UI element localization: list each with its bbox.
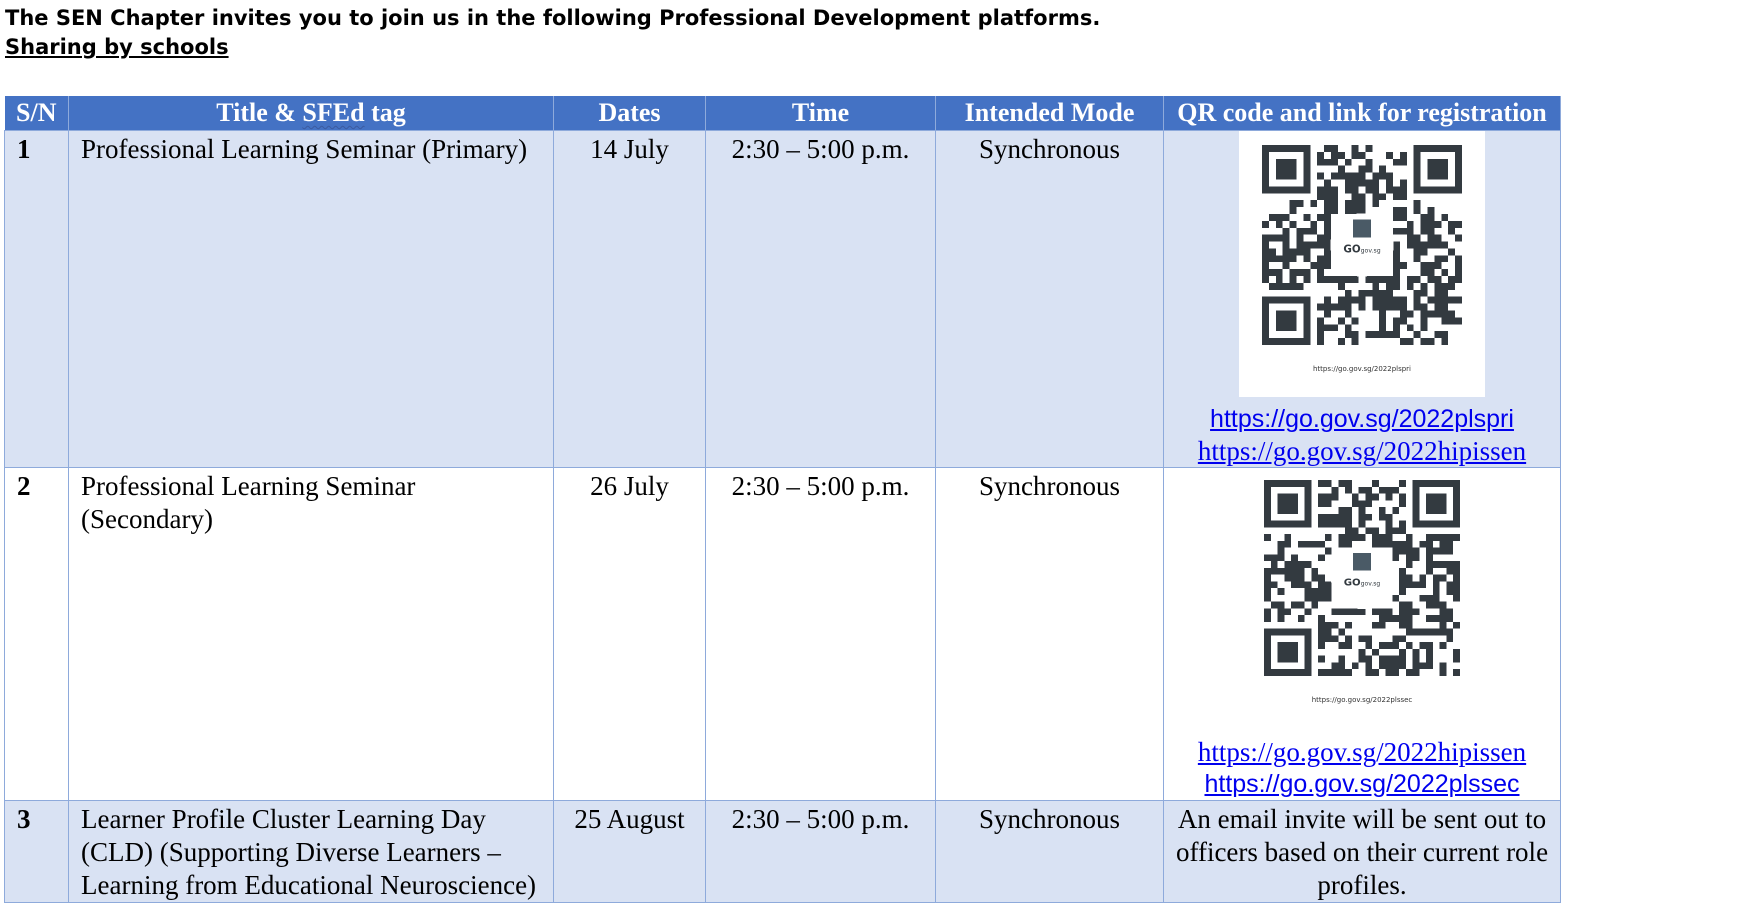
row-title: Professional Learning Seminar (Primary): [68, 130, 554, 468]
registration-links: https://go.gov.sg/2022plspri https://go.…: [1164, 403, 1560, 467]
qr-code-icon: GOgov.sg: [1262, 145, 1462, 345]
row-date: 14 July: [553, 130, 706, 468]
row-sn: 2: [4, 467, 69, 801]
header-dates: Dates: [553, 96, 706, 131]
registration-link[interactable]: https://go.gov.sg/2022hipissen: [1197, 436, 1527, 466]
row-date: 26 July: [553, 467, 706, 801]
header-mode: Intended Mode: [935, 96, 1164, 131]
qr-logo-brand: GOgov.sg: [1343, 244, 1380, 256]
row-sn: 1: [4, 130, 69, 468]
intro-heading: The SEN Chapter invites you to join us i…: [5, 6, 1101, 30]
header-time: Time: [705, 96, 936, 131]
row-title: Professional Learning Seminar (Secondary…: [68, 467, 554, 801]
header-sn: S/N: [4, 96, 69, 131]
header-title-prefix: Title &: [216, 98, 303, 127]
intro-block: The SEN Chapter invites you to join us i…: [5, 4, 1100, 62]
row-mode: Synchronous: [935, 130, 1164, 468]
header-title-tag: SFEd: [302, 98, 365, 127]
qr-code-icon: GOgov.sg: [1264, 480, 1460, 676]
row-time: 2:30 – 5:00 p.m.: [705, 800, 936, 903]
pd-table: S/N Title & SFEd tag Dates Time Intended…: [4, 96, 1561, 903]
header-title-suffix: tag: [364, 98, 406, 127]
row-sn: 3: [4, 800, 69, 903]
row-mode: Synchronous: [935, 800, 1164, 903]
row-registration: GOgov.sg https://go.gov.sg/2022plssec ht…: [1163, 467, 1561, 801]
row-time: 2:30 – 5:00 p.m.: [705, 130, 936, 468]
row-date: 25 August: [553, 800, 706, 903]
registration-link[interactable]: https://go.gov.sg/2022plssec: [1204, 770, 1520, 798]
table-row: 3 Learner Profile Cluster Learning Day (…: [4, 800, 1561, 903]
row-registration: GOgov.sg https://go.gov.sg/2022plspri ht…: [1163, 130, 1561, 468]
qr-code-image: GOgov.sg https://go.gov.sg/2022plssec: [1247, 480, 1477, 714]
header-title: Title & SFEd tag: [68, 96, 554, 131]
row-title: Learner Profile Cluster Learning Day (CL…: [68, 800, 554, 903]
row-mode: Synchronous: [935, 467, 1164, 801]
table-row: 2 Professional Learning Seminar (Seconda…: [4, 467, 1561, 801]
qr-code-image: GOgov.sg https://go.gov.sg/2022plspri: [1239, 131, 1485, 397]
qr-caption: https://go.gov.sg/2022plspri: [1312, 365, 1412, 373]
qr-logo-brand: GOgov.sg: [1344, 577, 1381, 588]
header-qr: QR code and link for registration: [1163, 96, 1561, 131]
row-registration-note: An email invite will be sent out to offi…: [1163, 800, 1561, 903]
registration-link[interactable]: https://go.gov.sg/2022hipissen: [1197, 737, 1527, 767]
registration-link[interactable]: https://go.gov.sg/2022plspri: [1210, 405, 1514, 433]
table-header-row: S/N Title & SFEd tag Dates Time Intended…: [4, 96, 1561, 131]
qr-caption: https://go.gov.sg/2022plssec: [1311, 696, 1413, 704]
registration-links: https://go.gov.sg/2022hipissen https://g…: [1164, 736, 1560, 800]
go-gov-sg-logo-icon: GOgov.sg: [1344, 552, 1381, 588]
go-gov-sg-logo-icon: GOgov.sg: [1343, 219, 1381, 256]
intro-subheading: Sharing by schools: [5, 35, 229, 59]
table-row: 1 Professional Learning Seminar (Primary…: [4, 130, 1561, 468]
row-time: 2:30 – 5:00 p.m.: [705, 467, 936, 801]
